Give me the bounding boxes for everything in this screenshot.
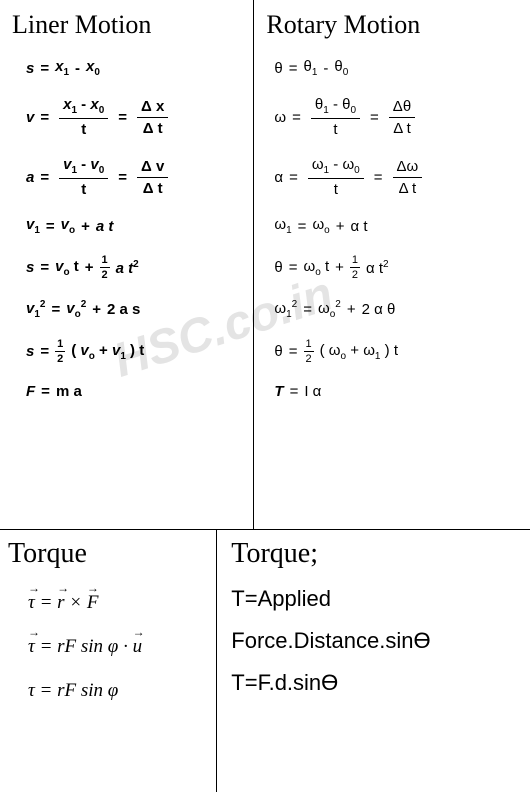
torque-eq-cross: τ = r × F [28,592,208,614]
rotary-eq-omega1: ω1= ωo+ α t [266,216,522,236]
bottom-section: Torque τ = r × F τ = rF sin φ · u τ = rF… [0,530,530,792]
linear-eq-s-kinematic: s= vo t+ 12 a t2 [12,254,245,281]
linear-eq-force: F=m a [12,383,245,400]
rotary-eq-omega: ω= θ1 - θ0 t = Δθ Δ t [266,96,522,138]
torque-text-formula-symbols: T=F.d.sinϴ [231,670,522,696]
torque-formulas-column: Torque τ = r × F τ = rF sin φ · u τ = rF… [0,530,217,792]
top-section: Liner Motion s= x1- x0 v= x1 - x0 t = Δ … [0,0,530,530]
linear-eq-velocity: v= x1 - x0 t = Δ x Δ t [12,96,245,138]
rotary-eq-angle: θ= θ1- θ0 [266,58,522,78]
torque-text-applied: T=Applied [231,586,522,612]
torque-left-title: Torque [8,538,208,570]
linear-eq-v1: v1= vo+ a t [12,216,245,236]
linear-eq-acceleration: a= v1 - v0 t = Δ v Δ t [12,156,245,198]
linear-eq-displacement: s= x1- x0 [12,58,245,78]
rotary-eq-theta-kinematic: θ= ωo t+ 12 α t2 [266,254,522,281]
rotary-eq-omega1sq: ω12= ωo2+ 2 α θ [266,299,522,320]
rotary-title: Rotary Motion [266,10,522,40]
linear-eq-s-avg: s= 12 ( vo + v1 ) t [12,338,245,365]
linear-eq-v1sq: v12= vo2+ 2 a s [12,299,245,320]
linear-title: Liner Motion [12,10,245,40]
rotary-eq-torque: T=I α [266,383,522,400]
rotary-motion-column: Rotary Motion θ= θ1- θ0 ω= θ1 - θ0 t = Δ… [254,0,530,529]
torque-eq-sin-unit: τ = rF sin φ · u [28,636,208,658]
torque-text-formula-words: Force.Distance.sinϴ [231,628,522,654]
torque-eq-sin: τ = rF sin φ [28,680,208,702]
linear-motion-column: Liner Motion s= x1- x0 v= x1 - x0 t = Δ … [0,0,254,529]
rotary-eq-theta-avg: θ= 12 ( ωo + ω1 ) t [266,338,522,365]
torque-right-title: Torque; [231,538,522,570]
rotary-eq-alpha: α= ω1 - ω0 t = Δω Δ t [266,156,522,198]
torque-text-column: Torque; T=Applied Force.Distance.sinϴ T=… [217,530,530,792]
